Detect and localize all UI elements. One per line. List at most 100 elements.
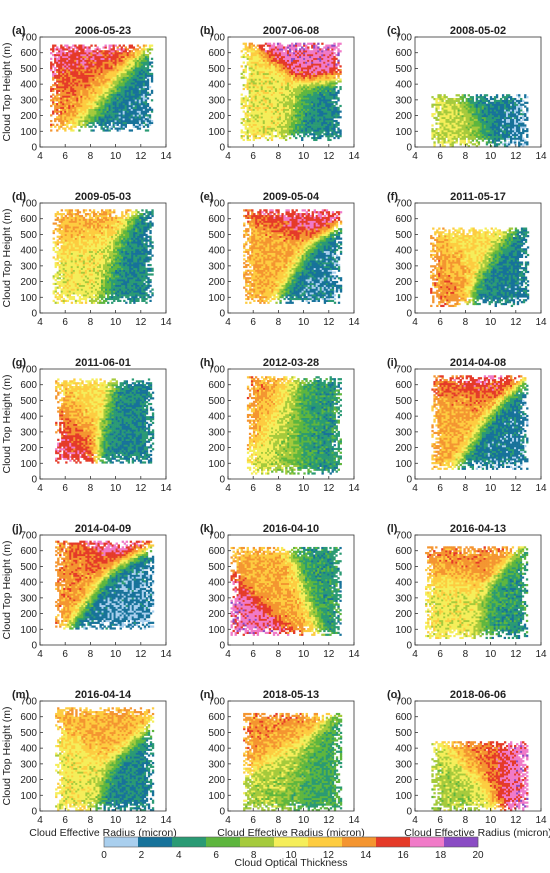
heatmap-cell xyxy=(94,120,96,122)
heatmap-cell xyxy=(80,116,82,118)
heatmap-cell xyxy=(279,65,281,67)
heatmap-cell xyxy=(133,46,135,48)
heatmap-cell xyxy=(329,92,331,94)
heatmap-cell xyxy=(253,60,255,62)
heatmap-cell xyxy=(311,126,313,128)
heatmap-cell xyxy=(472,138,474,140)
heatmap-cell xyxy=(329,97,331,99)
heatmap-cell xyxy=(480,138,482,140)
heatmap-cell xyxy=(131,62,133,64)
heatmap-cell xyxy=(287,82,289,84)
heatmap-cell xyxy=(151,48,153,50)
heatmap-cell xyxy=(464,107,466,109)
heatmap-cell xyxy=(78,48,80,50)
heatmap-cell xyxy=(253,103,255,105)
heatmap-cell xyxy=(317,75,319,77)
heatmap-cell xyxy=(281,67,283,69)
heatmap-cell xyxy=(331,80,333,82)
heatmap-cell xyxy=(119,86,121,88)
heatmap-cell xyxy=(107,94,109,96)
heatmap-cell xyxy=(111,50,113,52)
heatmap-cell xyxy=(62,116,64,118)
heatmap-cell xyxy=(277,122,279,124)
heatmap-cell xyxy=(273,105,275,107)
heatmap-cell xyxy=(129,94,131,96)
heatmap-cell xyxy=(107,60,109,62)
heatmap-cell xyxy=(480,117,482,119)
heatmap-cell xyxy=(470,126,472,128)
heatmap-cell xyxy=(253,124,255,126)
heatmap-cell xyxy=(327,126,329,128)
heatmap-cell xyxy=(259,80,261,82)
heatmap-cell xyxy=(331,60,333,62)
heatmap-cell xyxy=(297,86,299,88)
heatmap-cell xyxy=(269,105,271,107)
heatmap-cell xyxy=(68,71,70,73)
heatmap-cell xyxy=(125,84,127,86)
heatmap-cell xyxy=(283,103,285,105)
heatmap-cell xyxy=(64,109,66,111)
heatmap-cell xyxy=(445,96,447,98)
heatmap-cell xyxy=(135,92,137,94)
heatmap-cell xyxy=(279,118,281,120)
heatmap-cell xyxy=(319,103,321,105)
heatmap-cell xyxy=(121,62,123,64)
heatmap-cell xyxy=(472,126,474,128)
x-tick-label: 12 xyxy=(135,151,147,162)
heatmap-cell xyxy=(466,122,468,124)
heatmap-cell xyxy=(105,109,107,111)
heatmap-cell xyxy=(269,92,271,94)
heatmap-cell xyxy=(100,84,102,86)
heatmap-cell xyxy=(331,56,333,58)
heatmap-cell xyxy=(287,90,289,92)
heatmap-cell xyxy=(56,48,58,50)
heatmap-cell xyxy=(313,129,315,131)
heatmap-cell xyxy=(293,54,295,56)
heatmap-cell xyxy=(129,73,131,75)
heatmap-cell xyxy=(247,99,249,101)
heatmap-cell xyxy=(297,128,299,130)
heatmap-cell xyxy=(462,109,464,111)
heatmap-cells xyxy=(241,43,342,141)
heatmap-cell xyxy=(261,94,263,96)
heatmap-cell xyxy=(141,52,143,54)
heatmap-cell xyxy=(331,131,333,133)
heatmap-cell xyxy=(337,50,339,52)
heatmap-cell xyxy=(325,112,327,114)
heatmap-cell xyxy=(96,73,98,75)
heatmap-cell xyxy=(105,124,107,126)
heatmap-cell xyxy=(149,109,151,111)
heatmap-cell xyxy=(131,112,133,114)
heatmap-cell xyxy=(92,54,94,56)
heatmap-cell xyxy=(462,100,464,102)
heatmap-cell xyxy=(287,62,289,64)
heatmap-cell xyxy=(96,86,98,88)
heatmap-cell xyxy=(291,105,293,107)
heatmap-cell xyxy=(319,120,321,122)
heatmap-cell xyxy=(329,129,331,131)
heatmap-cell xyxy=(277,97,279,99)
y-tick-label: 300 xyxy=(208,95,225,106)
heatmap-cell xyxy=(329,103,331,105)
heatmap-cell xyxy=(105,122,107,124)
heatmap-cell xyxy=(90,67,92,69)
heatmap-cell xyxy=(117,86,119,88)
heatmap-cell xyxy=(98,58,100,60)
heatmap-cell xyxy=(458,94,460,96)
heatmap-cell xyxy=(303,97,305,99)
heatmap-cell xyxy=(470,111,472,113)
heatmap-cell xyxy=(474,104,476,106)
heatmap-cell xyxy=(141,111,143,113)
heatmap-cell xyxy=(72,116,74,118)
heatmap-cell xyxy=(131,67,133,69)
heatmap-cell xyxy=(249,103,251,105)
heatmap-cell xyxy=(80,82,82,84)
heatmap-cell xyxy=(78,116,80,118)
heatmap-cell xyxy=(96,84,98,86)
heatmap-cell xyxy=(285,126,287,128)
heatmap-cell xyxy=(297,129,299,131)
heatmap-cell xyxy=(96,99,98,101)
heatmap-cell xyxy=(123,58,125,60)
heatmap-cell xyxy=(121,122,123,124)
heatmap-cell xyxy=(309,118,311,120)
